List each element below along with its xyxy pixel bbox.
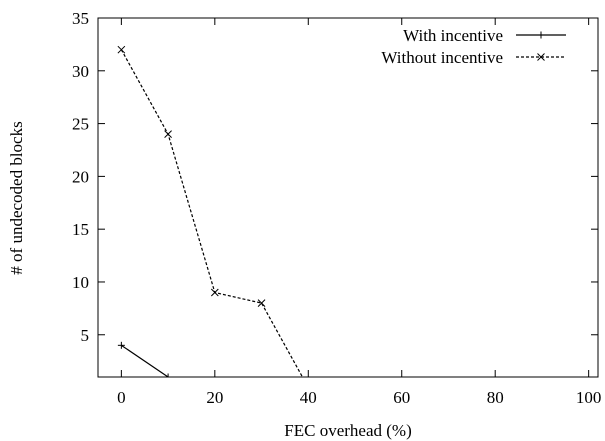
plot-frame [97,17,599,378]
x-tick-label: 100 [576,388,602,407]
plus-marker [117,341,125,349]
x-tick-label: 20 [206,388,223,407]
y-tick-label: 15 [72,220,89,239]
y-tick-label: 25 [72,115,89,134]
plus-marker [164,373,172,377]
series-line [120,49,304,377]
x-axis-ticks: 0 20 40 60 80 100 [117,18,601,407]
cross-marker [117,45,126,54]
y-axis-label: # of undecoded blocks [7,121,26,274]
y-tick-label: 10 [72,273,89,292]
series-layer [117,45,304,377]
y-tick-label: 5 [81,326,90,345]
legend-item: Without incentive [381,48,566,67]
x-axis-label: FEC overhead (%) [284,421,411,440]
x-tick-label: 60 [393,388,410,407]
legend-label: Without incentive [381,48,503,67]
plus-marker [537,31,545,39]
y-tick-label: 20 [72,167,89,186]
x-tick-label: 80 [487,388,504,407]
series-2 [117,45,304,377]
legend-item: With incentive [403,26,566,45]
x-tick-label: 40 [300,388,317,407]
legend: With incentive Without incentive [381,26,566,67]
legend-label: With incentive [403,26,503,45]
y-tick-label: 30 [72,62,89,81]
x-tick-label: 0 [117,388,126,407]
y-axis-ticks: 5 10 15 20 25 30 35 [72,9,598,345]
cross-marker [537,53,545,61]
series-line [121,344,171,377]
cross-marker [257,299,266,307]
series-1 [117,341,172,377]
y-tick-label: 35 [72,9,89,28]
cross-marker [210,288,219,297]
cross-marker [164,130,172,139]
